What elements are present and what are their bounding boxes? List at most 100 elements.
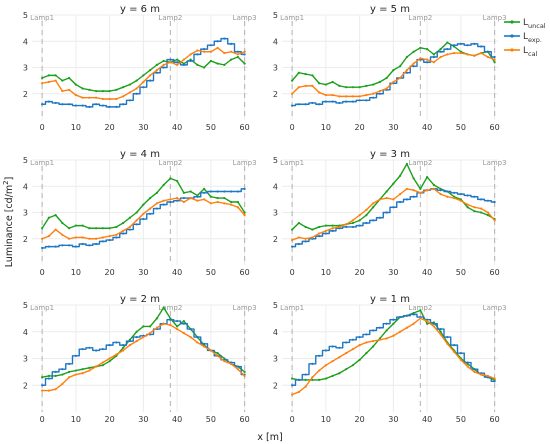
data-point xyxy=(453,51,456,55)
data-point xyxy=(47,216,50,219)
y-tick-label: 5 xyxy=(23,301,28,310)
data-point xyxy=(365,221,368,225)
y-tick-label: 2 xyxy=(273,90,278,99)
data-point xyxy=(392,80,395,84)
data-point xyxy=(122,86,125,89)
data-point xyxy=(122,103,125,106)
y-tick-label: 3 xyxy=(23,64,28,73)
data-point xyxy=(68,76,71,80)
x-tick-label: 0 xyxy=(290,268,295,277)
data-point xyxy=(68,103,71,106)
data-point xyxy=(81,104,84,107)
data-point xyxy=(101,97,104,101)
subplot-title: y = 6 m xyxy=(120,4,160,15)
data-point xyxy=(372,206,375,209)
data-point xyxy=(149,74,152,77)
data-point xyxy=(182,322,185,325)
data-point xyxy=(47,245,50,248)
data-point xyxy=(209,50,212,53)
data-point xyxy=(318,354,321,357)
data-point xyxy=(223,37,226,40)
data-point xyxy=(412,50,415,53)
x-tick-label: 40 xyxy=(172,268,182,277)
data-point xyxy=(108,97,111,101)
data-point xyxy=(155,191,158,194)
data-point xyxy=(41,376,44,379)
data-point xyxy=(304,72,307,76)
data-point xyxy=(345,86,348,89)
data-point xyxy=(88,227,91,230)
data-point xyxy=(399,193,402,196)
data-point xyxy=(74,354,77,357)
data-point xyxy=(81,368,84,371)
data-point xyxy=(291,245,294,248)
y-axis-label-end: ] xyxy=(4,177,15,181)
data-point xyxy=(358,95,361,98)
data-point xyxy=(149,325,152,328)
x-tick-label: 30 xyxy=(388,123,398,132)
data-point xyxy=(297,86,300,89)
data-point xyxy=(378,80,381,84)
series-1 xyxy=(291,187,496,248)
data-point xyxy=(439,193,442,196)
data-point xyxy=(318,225,321,229)
subplot-title: y = 5 m xyxy=(370,4,410,15)
series-line xyxy=(42,37,245,108)
lamp-label: Lamp2 xyxy=(158,304,182,312)
data-point xyxy=(459,51,462,55)
data-point xyxy=(493,377,496,380)
y-tick-label: 5 xyxy=(23,156,28,165)
data-point xyxy=(81,96,84,99)
data-point xyxy=(345,225,348,229)
data-point xyxy=(61,79,64,82)
data-point xyxy=(466,53,469,56)
data-point xyxy=(399,65,402,68)
series-0 xyxy=(291,162,496,231)
x-tick-label: 60 xyxy=(240,268,250,277)
y-tick-label: 2 xyxy=(273,381,278,390)
data-point xyxy=(196,53,199,56)
data-point xyxy=(236,53,239,56)
data-point xyxy=(243,370,246,373)
data-point xyxy=(385,329,388,332)
data-point xyxy=(480,373,483,376)
data-point xyxy=(54,74,57,77)
x-axis-label: x [m] xyxy=(257,432,282,443)
data-point xyxy=(115,233,118,236)
data-point xyxy=(304,240,307,243)
data-point xyxy=(480,211,483,214)
data-point xyxy=(432,53,435,56)
data-point xyxy=(304,378,307,381)
data-point xyxy=(486,55,489,59)
data-point xyxy=(358,336,361,339)
data-point xyxy=(61,221,64,225)
data-point xyxy=(243,211,246,214)
legend-label-base: L xyxy=(523,18,528,28)
data-point xyxy=(243,187,246,190)
data-point xyxy=(169,61,172,64)
data-point xyxy=(358,214,361,217)
data-point xyxy=(297,378,300,381)
x-tick-label: 60 xyxy=(490,268,500,277)
x-tick-label: 50 xyxy=(206,123,216,132)
y-tick-label: 5 xyxy=(273,301,278,310)
data-point xyxy=(304,373,307,376)
data-point xyxy=(95,96,98,99)
data-point xyxy=(169,200,172,204)
data-point xyxy=(345,352,348,355)
data-point xyxy=(351,348,354,351)
legend-item-0: Luncal xyxy=(504,18,546,30)
data-point xyxy=(81,224,84,227)
data-point xyxy=(135,211,138,214)
legend-item-1: Lexp. xyxy=(504,32,542,44)
data-point xyxy=(446,53,449,56)
data-point xyxy=(446,342,449,345)
data-point xyxy=(345,341,348,344)
data-point xyxy=(426,175,429,179)
subplot-title: y = 2 m xyxy=(120,294,160,305)
x-tick-label: 50 xyxy=(456,123,466,132)
data-point xyxy=(74,236,77,239)
data-point xyxy=(41,82,44,85)
data-point xyxy=(419,46,422,49)
data-point xyxy=(230,190,233,193)
